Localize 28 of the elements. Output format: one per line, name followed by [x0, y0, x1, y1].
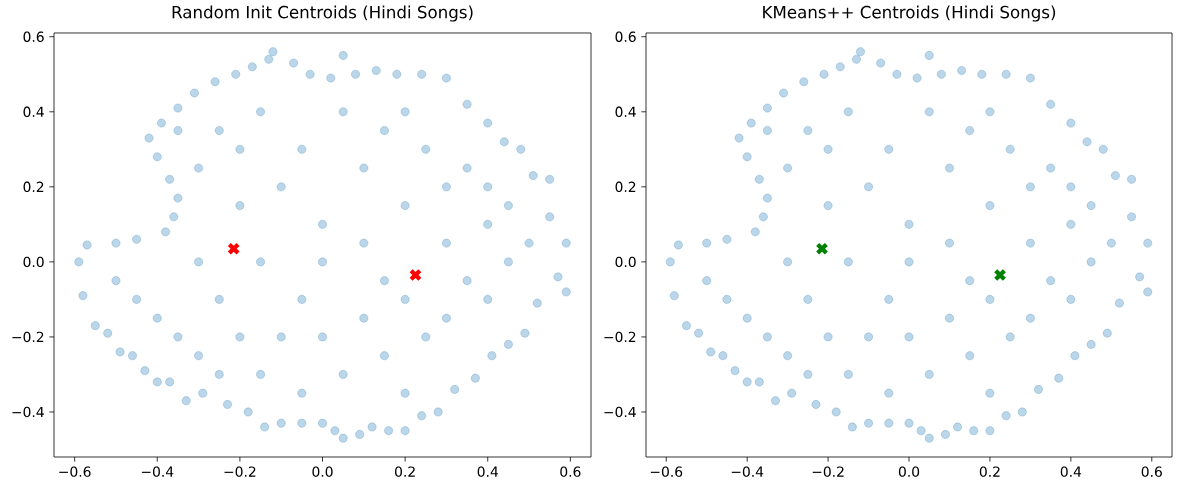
y-tick-label: −0.2 [12, 331, 44, 343]
y-tick-label: 0.6 [615, 31, 636, 42]
x-tick-label: −0.2 [812, 466, 844, 477]
chart-title: KMeans++ Centroids (Hindi Songs) [763, 5, 1056, 22]
x-tick-label: −0.6 [59, 466, 91, 477]
x-tick-label: 0.2 [395, 466, 415, 477]
chart-title: Random Init Centroids (Hindi Songs) [172, 5, 473, 22]
x-tick-label: −0.2 [224, 466, 256, 477]
x-tick-label: −0.4 [731, 466, 764, 477]
x-tick-label: 0.6 [1141, 466, 1162, 477]
y-tick-label: −0.2 [604, 331, 636, 343]
x-tick-label: 0.4 [477, 466, 498, 477]
y-tick-label: −0.4 [12, 406, 44, 418]
x-tick-label: 0.0 [312, 466, 333, 477]
y-tick-label: 0.0 [615, 256, 636, 268]
y-tick-label: −0.4 [604, 406, 636, 418]
x-tick-label: 0.4 [1060, 466, 1082, 477]
x-tick-label: −0.4 [141, 466, 174, 477]
x-tick-label: −0.6 [650, 466, 683, 477]
y-tick-label: 0.4 [615, 106, 636, 118]
y-tick-label: 0.4 [23, 106, 44, 118]
y-tick-label: 0.2 [23, 181, 44, 193]
y-tick-label: 0.6 [23, 31, 44, 42]
y-tick-label: 0.0 [23, 256, 44, 268]
x-tick-label: 0.2 [979, 466, 1000, 477]
x-tick-label: 0.6 [560, 466, 581, 477]
y-tick-label: 0.2 [615, 181, 636, 193]
x-tick-label: 0.0 [898, 466, 920, 477]
